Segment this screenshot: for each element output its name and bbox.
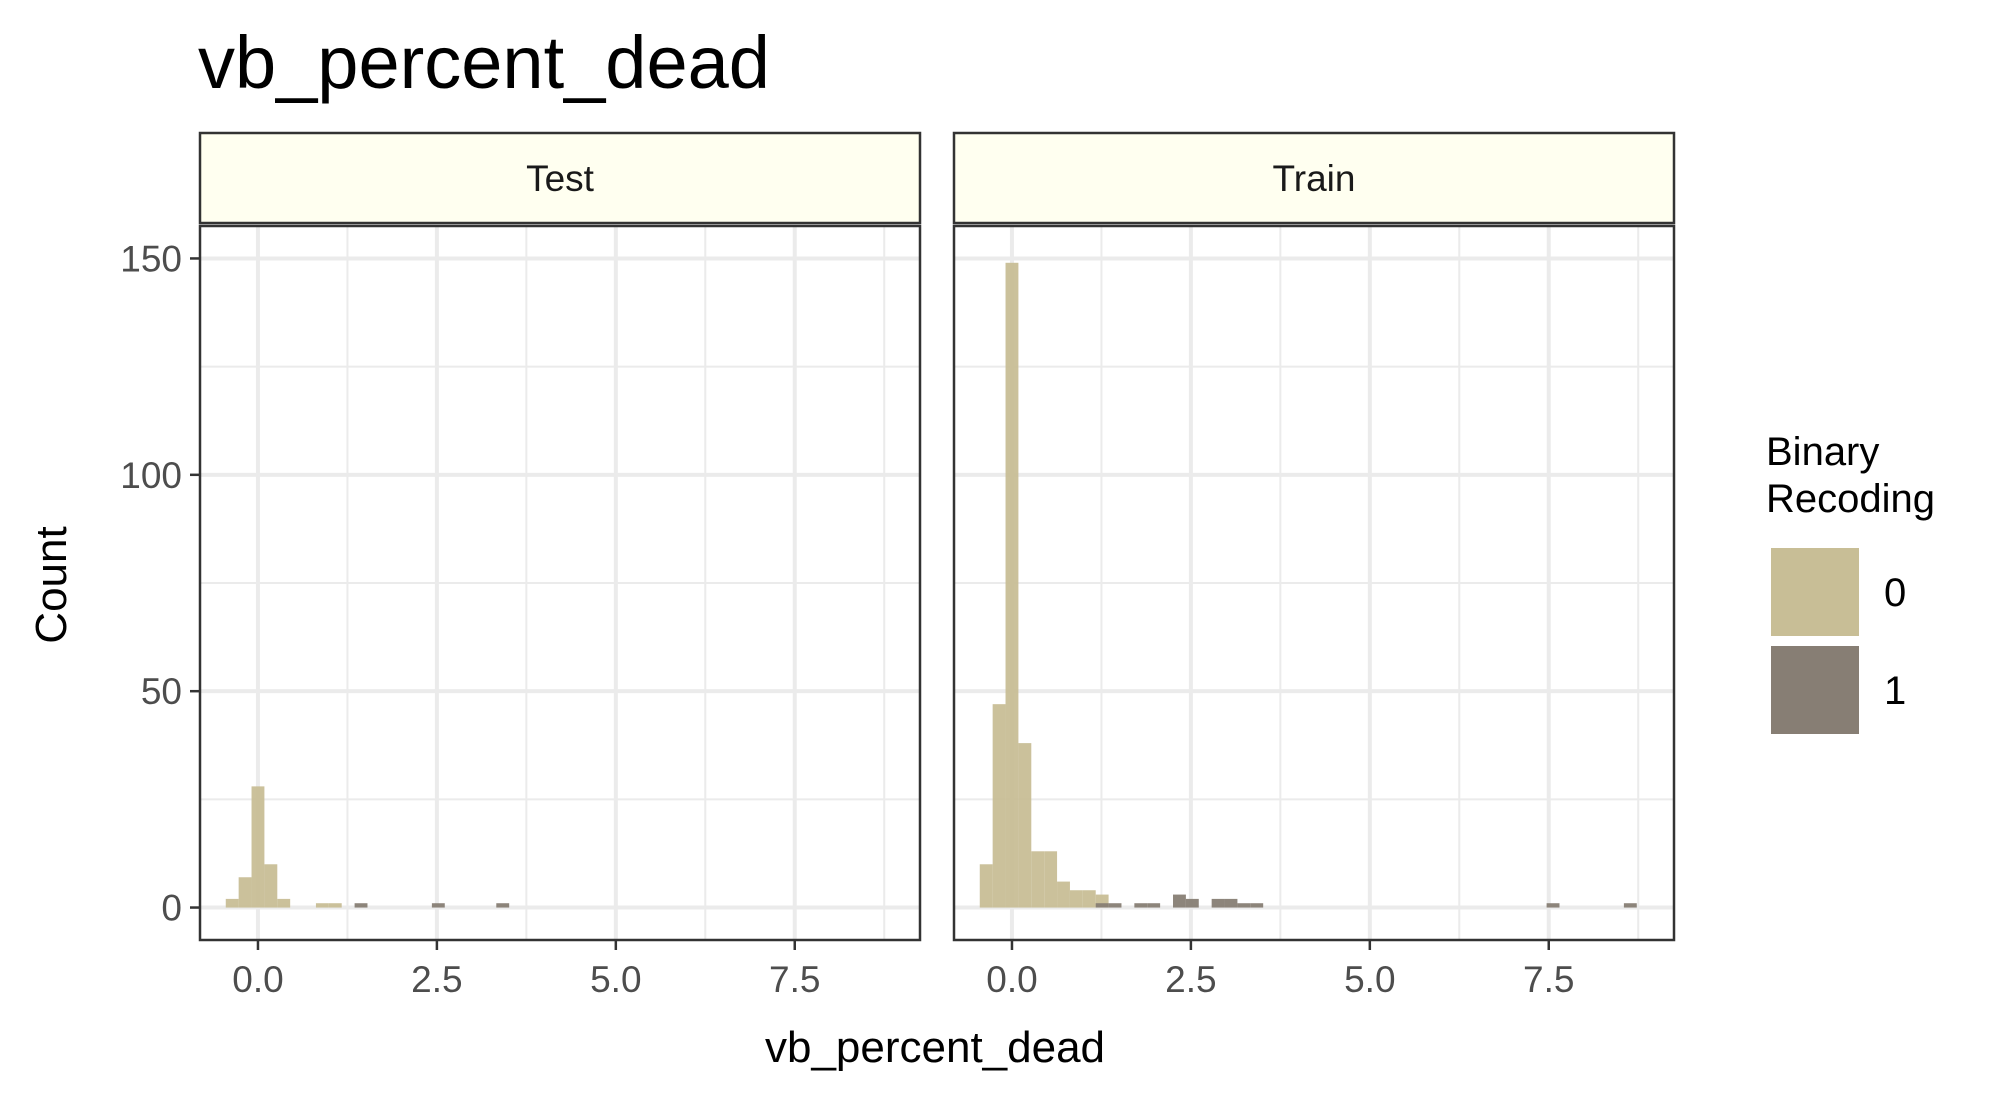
x-tick-label: 5.0 [590,959,641,1000]
histogram-bar-0 [1057,881,1070,908]
histogram-bar-0 [1044,851,1058,908]
legend-title: Recoding [1766,477,1935,521]
legend-label-0: 0 [1884,571,1906,615]
x-tick-label: 5.0 [1344,959,1395,1000]
y-tick-label: 100 [120,455,182,496]
histogram-bar-0 [1005,262,1019,908]
histogram-bar-1 [1546,903,1560,908]
x-axis-title: vb_percent_dead [765,1023,1105,1072]
y-tick-label: 50 [141,671,182,712]
panel-border [952,224,1676,942]
panel-test: Test 0.0 2.5 5.0 7.5 0 50 100 150 [120,131,922,1000]
x-tick-label: 7.5 [769,959,820,1000]
histogram-bar-0 [225,898,239,908]
histogram-bar-0 [315,903,329,908]
histogram-bar-0 [1018,743,1032,908]
facet-strip-label: Train [1273,158,1356,199]
histogram-bar-1 [1185,898,1199,908]
panel-border [198,224,922,942]
facet-strip-label: Test [526,158,595,199]
histogram-bar-0 [1069,890,1083,908]
y-tick-label: 150 [120,238,182,279]
legend-label-1: 1 [1884,669,1906,713]
histogram-bar-1 [1173,894,1186,908]
histogram-bar-1 [354,903,368,908]
facet-strip [198,131,922,225]
histogram-bar-1 [431,903,445,908]
histogram-bar-1 [1134,903,1148,908]
histogram-bar-1 [1147,903,1161,908]
histogram-bar-0 [1082,890,1096,908]
histogram-bar-0 [328,903,342,908]
histogram-bar-1 [1237,903,1251,908]
histogram-bar-1 [1623,903,1637,908]
x-tick-label: 0.0 [986,959,1037,1000]
histogram-bar-1 [1108,903,1122,908]
legend-key-0 [1771,548,1859,636]
histogram-bar-0 [1031,851,1045,908]
facet-strip [952,131,1676,225]
legend-title: Binary [1766,430,1879,474]
histogram-bar-1 [1250,903,1264,908]
histogram-bar-0 [264,864,278,908]
facet-panels: Test 0.0 2.5 5.0 7.5 0 50 100 150 Train 0.0 2.5 5.0 7… [120,131,1676,1000]
histogram-bar-1 [1211,898,1225,908]
histogram-bar-1 [1224,898,1238,908]
panel-train: Train 0.0 2.5 5.0 7.5 [952,131,1676,1000]
histogram-bar-1 [496,903,510,908]
x-tick-label: 2.5 [411,959,462,1000]
histogram-bar-0 [992,704,1006,908]
histogram-bar-0 [238,877,252,908]
y-tick-label: 0 [161,888,182,929]
legend-key-1 [1771,646,1859,734]
x-tick-label: 7.5 [1523,959,1574,1000]
x-tick-label: 2.5 [1165,959,1216,1000]
x-tick-label: 0.0 [232,959,283,1000]
histogram-bar-1 [1095,903,1109,908]
y-axis-title: Count [27,526,76,643]
chart-title: vb_percent_dead [198,21,770,104]
histogram-bar-0 [979,864,993,908]
histogram-bar-0 [277,898,291,908]
histogram-bar-0 [251,786,265,908]
